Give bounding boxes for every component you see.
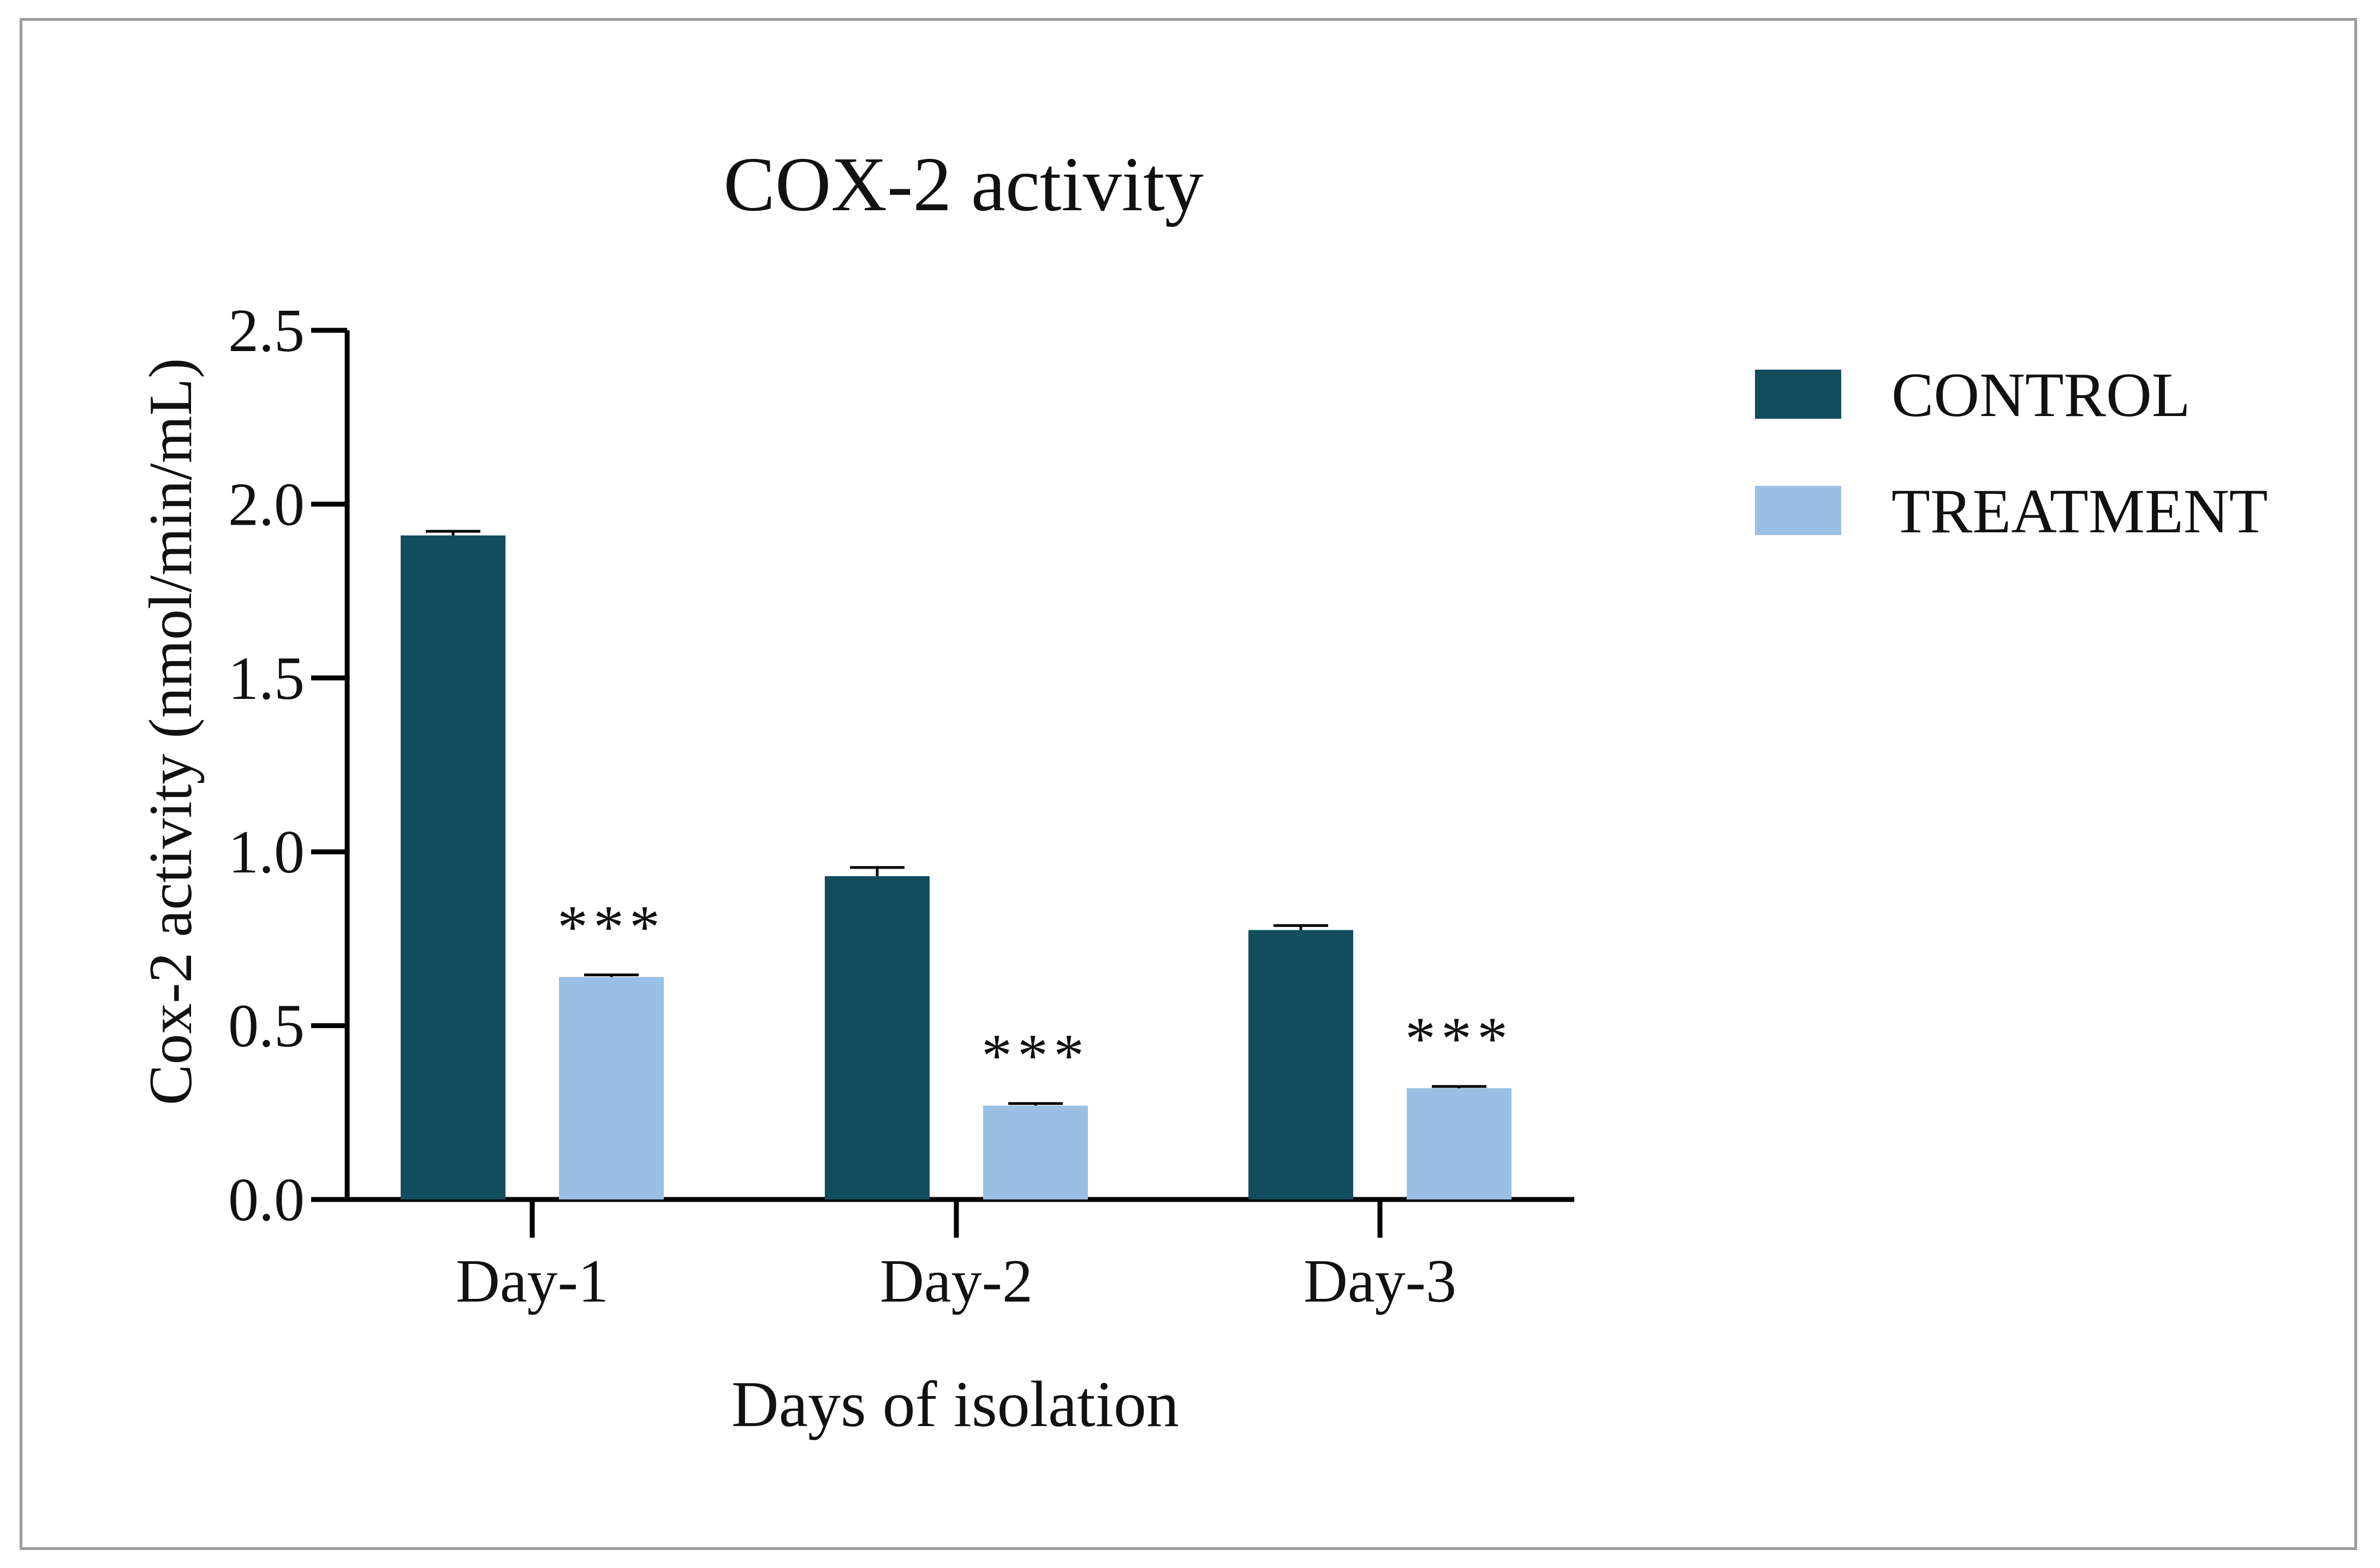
y-tick-label: 0.0 [228, 1166, 305, 1234]
legend-label-control: CONTROL [1891, 360, 2191, 430]
bar-control [1248, 930, 1353, 1199]
bar-control [825, 876, 930, 1199]
significance-marker: *** [981, 1022, 1090, 1090]
legend-label-treatment: TREATMENT [1891, 477, 2268, 547]
y-tick-label: 2.0 [228, 471, 305, 538]
legend-swatch-treatment [1755, 486, 1841, 535]
x-tick-label: Day-2 [880, 1248, 1033, 1315]
chart-title: COX-2 activity [723, 141, 1203, 227]
significance-marker: *** [1405, 1005, 1513, 1073]
plot-area: 0.0 0.5 1.0 1.5 2.0 2.5 Day-1 *** Day-2 *** Day-3 *… [228, 297, 1574, 1315]
bar-treatment [1407, 1088, 1512, 1199]
y-tick-label: 1.0 [228, 818, 305, 886]
bar-treatment [559, 977, 664, 1199]
y-tick-label: 2.5 [228, 297, 305, 365]
x-axis-label: Days of isolation [731, 1368, 1179, 1440]
x-tick-label: Day-1 [456, 1248, 609, 1315]
bar-control [401, 535, 505, 1200]
bar-treatment [983, 1106, 1088, 1199]
y-tick-label: 1.5 [228, 645, 305, 712]
significance-marker: *** [557, 894, 665, 961]
y-tick-label: 0.5 [228, 993, 305, 1060]
x-tick-label: Day-3 [1304, 1248, 1456, 1315]
legend: CONTROL TREATMENT [1755, 360, 2268, 547]
y-axis-label: Cox-2 activity (nmol/min/mL) [137, 358, 205, 1106]
legend-swatch-control [1755, 370, 1841, 419]
